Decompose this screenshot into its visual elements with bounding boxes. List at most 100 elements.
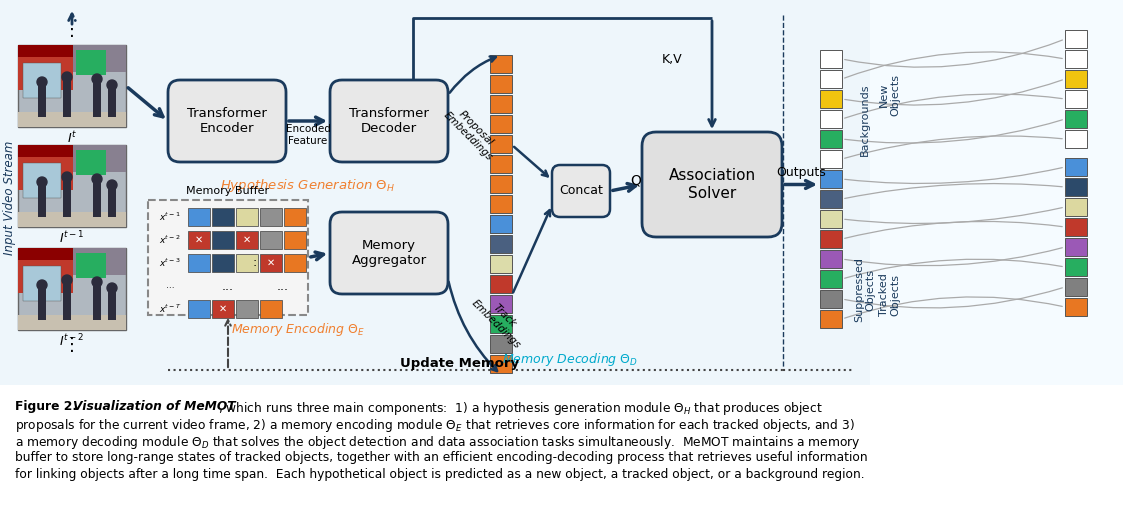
Text: ✕: ✕ [219,304,227,314]
Bar [490,255,512,273]
Circle shape [37,77,47,87]
Circle shape [92,74,102,84]
Text: ✕: ✕ [195,235,203,245]
Bar [93,79,101,117]
Bar [188,254,210,272]
Bar [820,70,842,88]
Bar [1065,70,1087,88]
Text: buffer to store long-range states of tracked objects, together with an efficient: buffer to store long-range states of tra… [15,451,868,464]
Bar [820,170,842,188]
Bar [18,145,126,227]
Text: Track
Embeddings: Track Embeddings [469,290,530,350]
Bar [490,215,512,233]
Text: $I^{t-1}$: $I^{t-1}$ [60,230,84,246]
Bar [820,110,842,128]
FancyBboxPatch shape [330,80,448,162]
Bar [93,179,101,217]
Bar [1065,238,1087,256]
Bar [188,231,210,249]
Text: $I^t$: $I^t$ [67,130,77,146]
Bar [18,145,73,157]
Text: ⋮: ⋮ [63,336,81,354]
Bar [820,150,842,168]
Bar [490,135,512,153]
Bar [76,50,106,75]
Circle shape [107,180,117,190]
Circle shape [107,283,117,293]
Text: ...: ... [277,279,289,292]
Text: a memory decoding module $\Theta_D$ that solves the object detection and data as: a memory decoding module $\Theta_D$ that… [15,434,860,451]
Bar [490,195,512,213]
Circle shape [92,277,102,287]
Bar [22,163,61,198]
Text: ⋮: ⋮ [63,21,81,39]
Text: proposals for the current video frame, 2) a memory encoding module $\Theta_E$ th: proposals for the current video frame, 2… [15,417,855,434]
Bar [18,45,126,127]
Bar [108,185,116,217]
Text: Association
Solver: Association Solver [668,168,756,200]
Bar [18,248,126,330]
Bar [63,77,71,117]
Bar [63,177,71,217]
Bar [38,82,46,117]
Bar [490,75,512,93]
Text: Proposal
Embeddings: Proposal Embeddings [441,102,502,162]
Bar [1065,30,1087,48]
Bar [284,231,305,249]
Text: :: : [253,256,257,269]
Bar [108,288,116,320]
Bar [284,208,305,226]
Circle shape [37,280,47,290]
Circle shape [62,72,72,82]
Text: K,V: K,V [661,53,682,66]
Bar [1065,50,1087,68]
Text: ...: ... [222,279,234,292]
Text: $x^{t-1}$: $x^{t-1}$ [159,211,181,223]
Bar [188,208,210,226]
Bar [261,208,282,226]
Circle shape [107,80,117,90]
Bar [76,253,106,278]
Text: Suppressed
Objects: Suppressed Objects [855,257,876,323]
Bar [18,45,73,57]
Text: Update Memory: Update Memory [401,357,520,370]
Text: ✕: ✕ [267,258,275,268]
Bar [18,315,126,330]
Bar [212,300,234,318]
Text: Memory Buffer: Memory Buffer [186,186,270,196]
Bar [18,212,126,227]
Text: Concat: Concat [559,184,603,197]
Bar [1065,278,1087,296]
Text: $x^{t-2}$: $x^{t-2}$ [159,234,181,246]
Text: $x^{t-T}$: $x^{t-T}$ [158,303,181,315]
Bar [18,45,126,72]
FancyBboxPatch shape [148,200,308,315]
Bar [236,208,258,226]
Text: Transformer
Decoder: Transformer Decoder [349,107,429,135]
Bar [820,190,842,208]
Text: Memory Decoding $\Theta_D$: Memory Decoding $\Theta_D$ [502,351,638,369]
Bar [1065,178,1087,196]
Bar [820,290,842,308]
Bar [490,115,512,133]
Circle shape [92,174,102,184]
FancyBboxPatch shape [330,212,448,294]
Bar [490,295,512,313]
Bar [63,280,71,320]
Bar [490,335,512,353]
Bar [490,175,512,193]
Bar [38,285,46,320]
Bar [18,45,73,90]
Circle shape [62,275,72,285]
Circle shape [37,177,47,187]
Text: Encoded
Feature: Encoded Feature [285,124,330,146]
Bar [1065,218,1087,236]
Bar [18,145,126,172]
FancyBboxPatch shape [642,132,782,237]
Bar [1065,158,1087,176]
Text: New
Objects: New Objects [879,74,901,116]
Text: Backgrounds: Backgrounds [860,84,870,156]
Text: Q: Q [630,174,641,188]
Bar [820,250,842,268]
Bar [261,254,282,272]
